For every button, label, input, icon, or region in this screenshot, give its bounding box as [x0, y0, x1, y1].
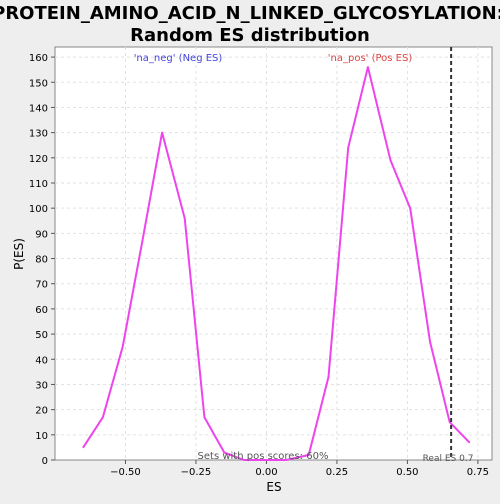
- y-tick-label: 160: [29, 53, 48, 64]
- y-tick-label: 30: [35, 380, 48, 391]
- es-distribution-line: [82, 66, 471, 461]
- data-point: [468, 441, 471, 444]
- x-tick-label: 0.50: [396, 467, 418, 478]
- plot-area: [54, 46, 493, 461]
- data-point: [121, 345, 124, 348]
- real-es-label: Real ES 0.7: [423, 454, 474, 464]
- data-point: [285, 459, 287, 461]
- data-point: [82, 446, 84, 449]
- y-tick-label: 110: [29, 179, 48, 190]
- y-tick-label: 90: [35, 229, 48, 240]
- data-point: [141, 240, 144, 242]
- y-tick-label: 60: [35, 305, 48, 316]
- data-point: [161, 131, 163, 134]
- data-point: [183, 217, 186, 220]
- data-point: [347, 146, 350, 149]
- data-point: [223, 451, 225, 454]
- pos-es-label: 'na_pos' (Pos ES): [328, 53, 413, 64]
- sets-pos-scores-label: Sets with pos scores: 60%: [198, 451, 329, 462]
- y-tick-label: 100: [29, 204, 48, 215]
- y-tick-label: 70: [35, 280, 48, 291]
- y-tick-label: 150: [29, 78, 48, 89]
- x-tick-label: 0.75: [467, 467, 489, 478]
- y-tick-label: 50: [35, 330, 48, 341]
- data-point: [327, 376, 330, 378]
- neg-es-label: 'na_neg' (Neg ES): [134, 53, 223, 64]
- y-tick-label: 120: [29, 154, 48, 165]
- x-tick-label: −0.25: [181, 467, 212, 478]
- data-point: [102, 416, 104, 418]
- data-point: [203, 416, 206, 418]
- chart-title-line-2: Random ES distribution: [130, 25, 370, 46]
- axes: 0 10 20 30 40 50 60 70 80 90 100 110 120 130 140 150 160…: [29, 53, 489, 478]
- data-point: [409, 207, 412, 209]
- x-tick-label: 0.00: [255, 467, 277, 478]
- y-tick-label: 10: [35, 431, 48, 442]
- y-tick-label: 40: [35, 355, 48, 366]
- grid-lines: [55, 47, 492, 460]
- y-axis-label: P(ES): [12, 238, 26, 270]
- y-tick-label: 140: [29, 103, 48, 114]
- data-point: [448, 421, 451, 424]
- x-tick-label: 0.25: [326, 467, 348, 478]
- data-point: [262, 459, 265, 461]
- data-point: [367, 66, 369, 68]
- y-tick-label: 130: [29, 129, 48, 140]
- data-point: [307, 454, 310, 456]
- y-tick-label: 80: [35, 255, 48, 266]
- x-axis-label: ES: [266, 480, 281, 494]
- series-layer: [82, 66, 471, 461]
- data-point: [243, 459, 245, 461]
- data-point: [389, 159, 392, 162]
- data-point: [429, 340, 431, 343]
- x-tick-label: −0.50: [110, 467, 141, 478]
- y-tick-label: 0: [42, 456, 48, 467]
- chart-title-line-1: PROTEIN_AMINO_ACID_N_LINKED_GLYCOSYLATIO…: [0, 3, 500, 24]
- y-tick-label: 20: [35, 406, 48, 417]
